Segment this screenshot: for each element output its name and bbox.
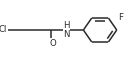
Text: F: F xyxy=(118,13,123,23)
Text: O: O xyxy=(49,38,56,48)
Text: Cl: Cl xyxy=(0,25,7,35)
Text: H
N: H N xyxy=(63,21,70,39)
